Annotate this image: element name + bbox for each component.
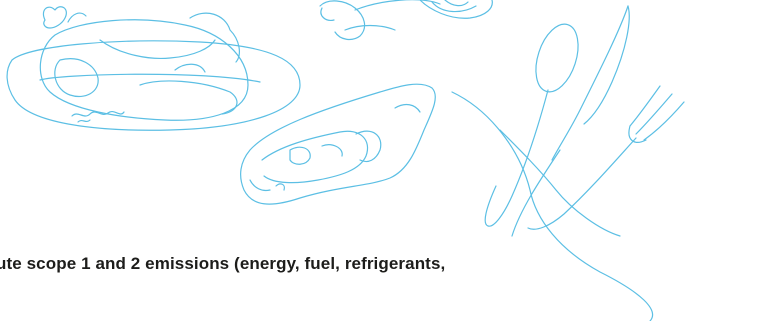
caption-text: ute scope 1 and 2 emissions (energy, fue… bbox=[0, 254, 446, 273]
spoon-icon bbox=[484, 23, 579, 227]
fork-icon bbox=[527, 85, 685, 230]
rib-meat-icon bbox=[419, 0, 493, 19]
drumstick-icon bbox=[319, 0, 441, 41]
roast-chicken-icon bbox=[6, 6, 301, 131]
knife-icon bbox=[511, 5, 630, 237]
steak-icon bbox=[240, 83, 436, 205]
flowing-line-icon bbox=[451, 91, 654, 321]
